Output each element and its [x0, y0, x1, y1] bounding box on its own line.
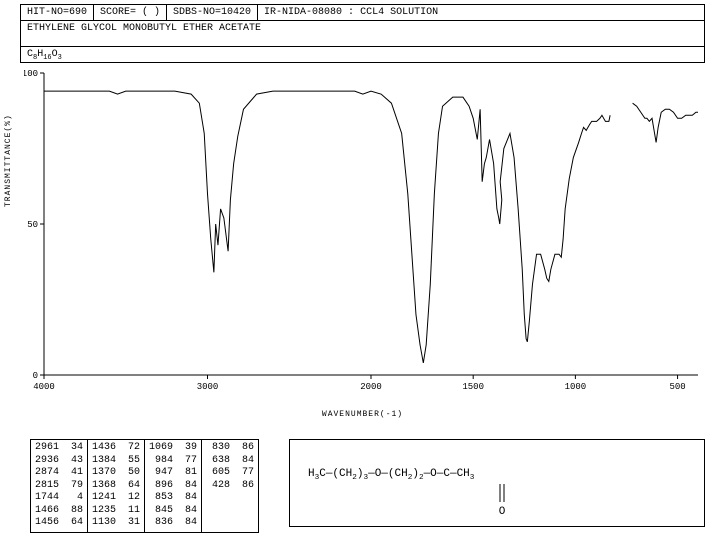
svg-text:100: 100	[24, 69, 38, 79]
peak-row: 1436 72	[92, 442, 140, 455]
peak-row: 984 77	[149, 455, 197, 468]
hit-no: HIT-NO=690	[21, 5, 94, 20]
svg-text:1000: 1000	[565, 382, 587, 392]
ir-info: IR-NIDA-08080 : CCL4 SOLUTION	[258, 5, 704, 20]
peak-row: 1370 50	[92, 467, 140, 480]
peak-row: 1744 4	[35, 492, 83, 505]
peak-row: 2961 34	[35, 442, 83, 455]
peak-row: 1235 11	[92, 505, 140, 518]
peak-column: 1436 721384 551370 501368 641241 121235 …	[88, 440, 145, 532]
peak-row: 836 84	[149, 517, 197, 530]
peak-row: 1130 31	[92, 517, 140, 530]
peak-row: 947 81	[149, 467, 197, 480]
peak-row: 1069 39	[149, 442, 197, 455]
svg-text:3000: 3000	[197, 382, 219, 392]
svg-text:O: O	[499, 506, 506, 518]
peak-row: 1456 64	[35, 517, 83, 530]
peak-row: 830 86	[206, 442, 254, 455]
peak-row: 2936 43	[35, 455, 83, 468]
peak-row: 1384 55	[92, 455, 140, 468]
peak-column: 2961 342936 432874 412815 791744 41466 8…	[31, 440, 88, 532]
sdbs-no: SDBS-NO=10420	[167, 5, 258, 20]
peak-row: 428 86	[206, 480, 254, 493]
molecular-formula: C8H16O3	[20, 47, 705, 63]
bottom-panel: 2961 342936 432874 412815 791744 41466 8…	[30, 439, 705, 533]
peak-row: 896 84	[149, 480, 197, 493]
header-row: HIT-NO=690 SCORE= ( ) SDBS-NO=10420 IR-N…	[20, 4, 705, 21]
score: SCORE= ( )	[94, 5, 167, 20]
svg-text:50: 50	[27, 220, 38, 230]
y-axis-label: TRANSMITTANCE(%)	[4, 114, 13, 207]
peak-row: 638 84	[206, 455, 254, 468]
peak-row: 2874 41	[35, 467, 83, 480]
svg-text:4000: 4000	[33, 382, 55, 392]
peak-table: 2961 342936 432874 412815 791744 41466 8…	[30, 439, 259, 533]
peak-row: 1466 88	[35, 505, 83, 518]
peak-row: 1368 64	[92, 480, 140, 493]
compound-name: ETHYLENE GLYCOL MONOBUTYL ETHER ACETATE	[20, 21, 705, 47]
chart-svg: 4000 3000 2000 1500 1000 500 0 50 100	[24, 67, 704, 397]
peak-column: 830 86 638 84 605 77 428 86	[202, 440, 258, 532]
svg-text:2000: 2000	[360, 382, 382, 392]
peak-row: 845 84	[149, 505, 197, 518]
svg-text:500: 500	[669, 382, 685, 392]
peak-column: 1069 39 984 77 947 81 896 84 853 84 845 …	[145, 440, 202, 532]
peak-row: 2815 79	[35, 480, 83, 493]
peak-row: 853 84	[149, 492, 197, 505]
svg-text:1500: 1500	[462, 382, 484, 392]
svg-text:0: 0	[33, 371, 38, 381]
peak-row: 1241 12	[92, 492, 140, 505]
peak-row: 605 77	[206, 467, 254, 480]
chemical-structure: H3C—(CH2)3—O—(CH2)2—O—C—CH3O	[289, 439, 705, 527]
ir-spectrum-chart: TRANSMITTANCE(%) 40003000200015001000500…	[20, 67, 705, 417]
x-axis-label: WAVENUMBER(-1)	[322, 410, 403, 419]
